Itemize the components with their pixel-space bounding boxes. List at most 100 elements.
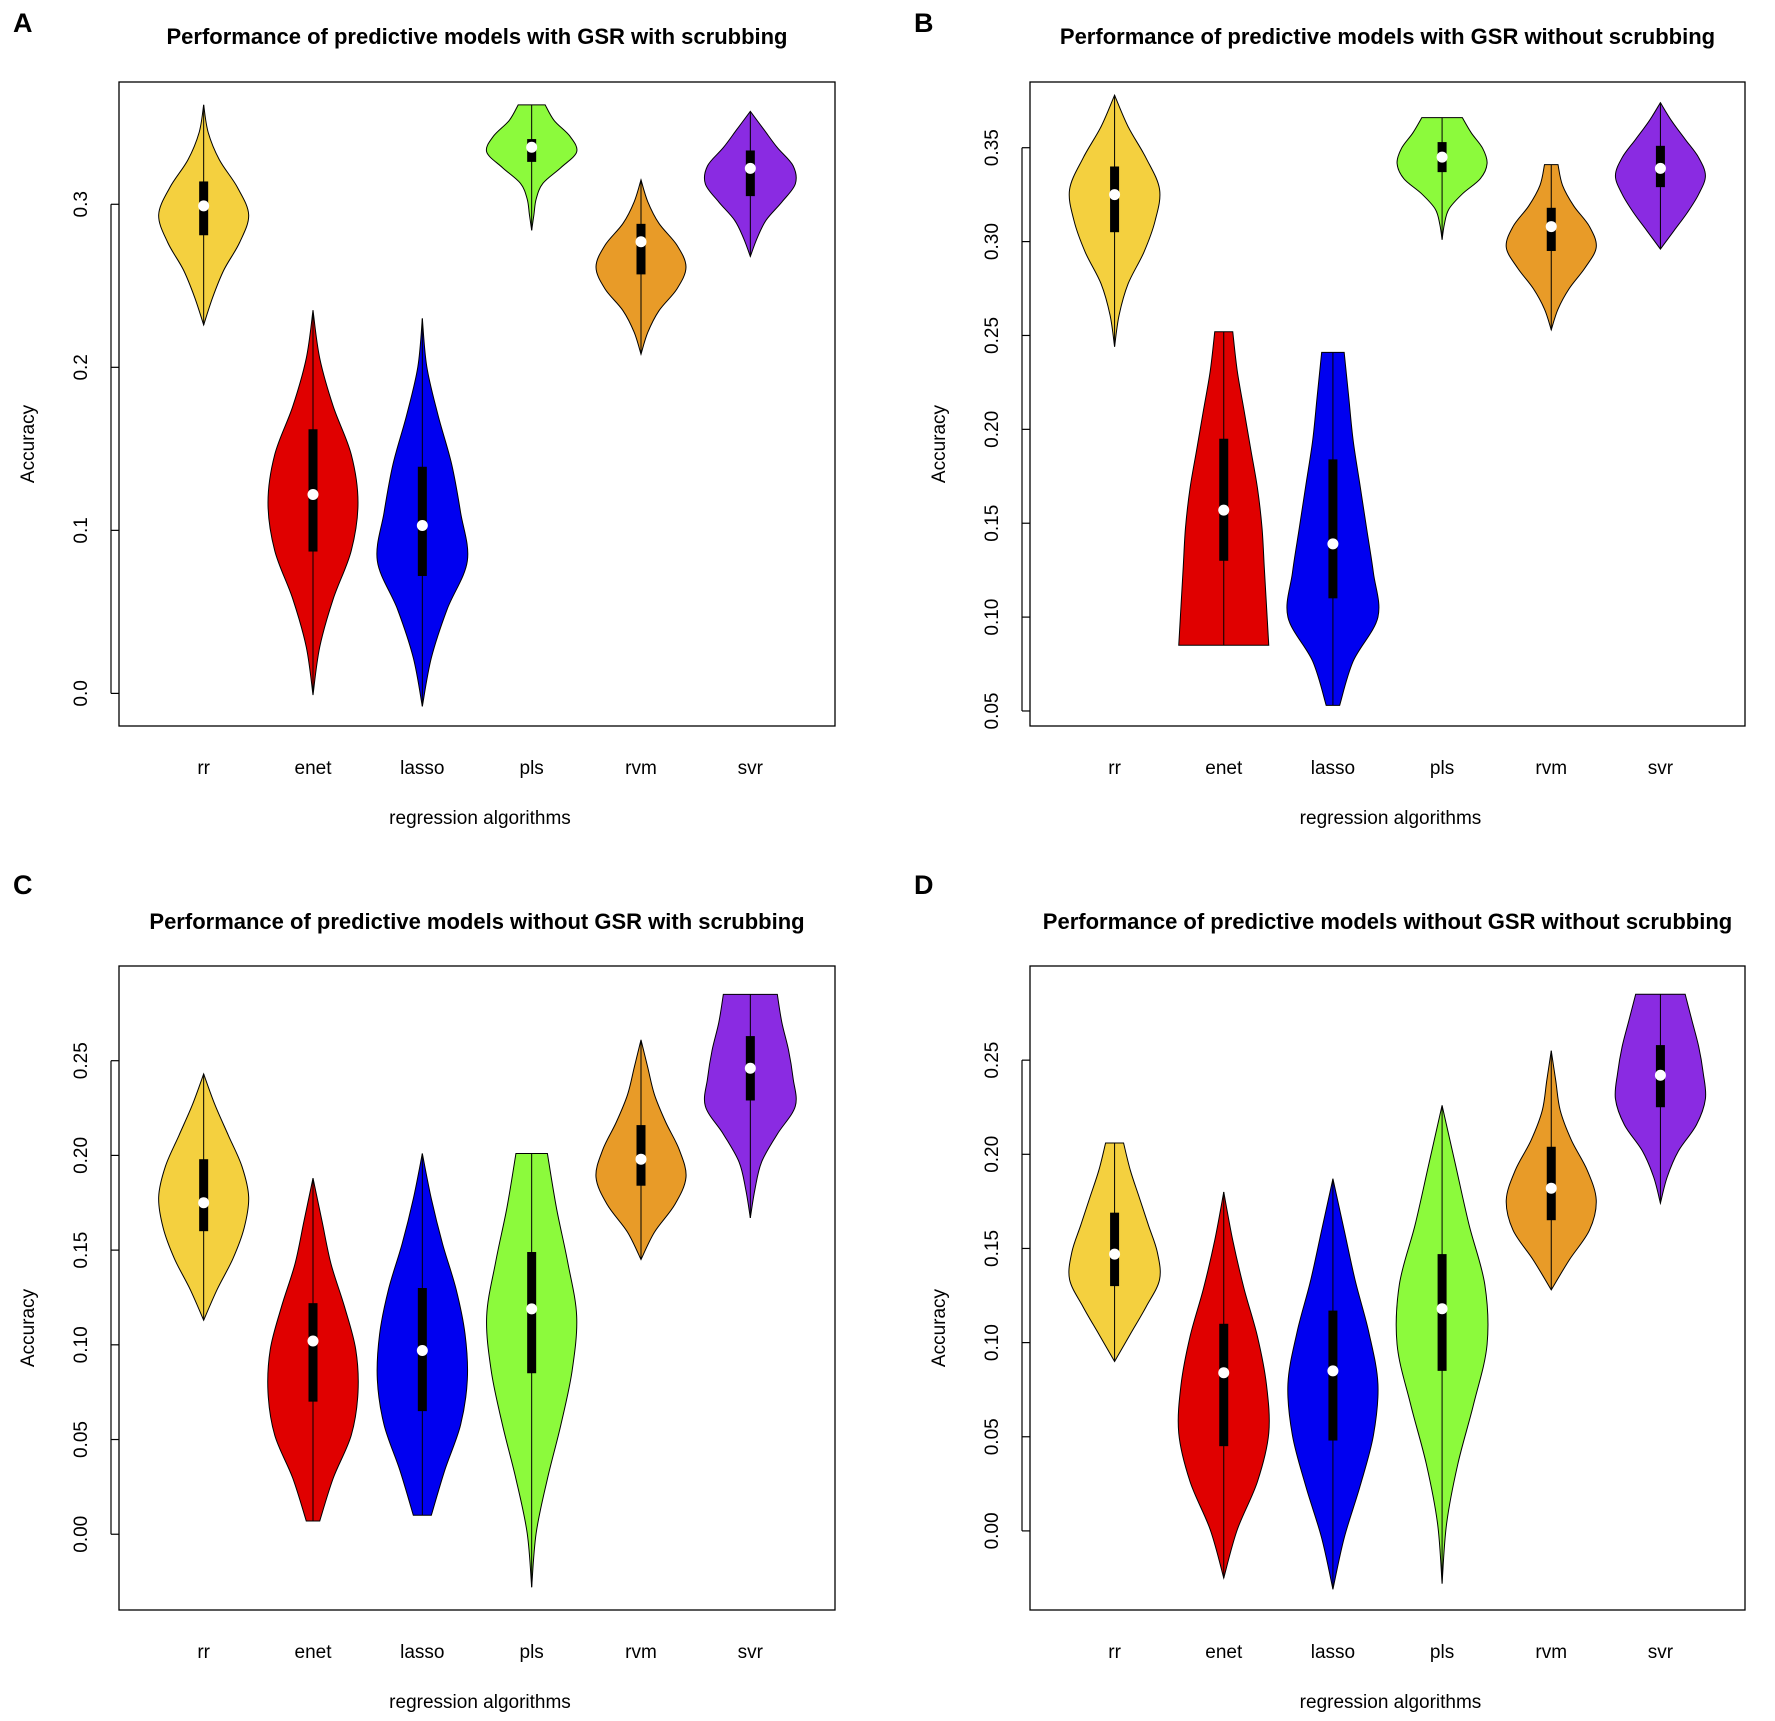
panel-a: A Performance of predictive models with G…: [13, 8, 836, 829]
y-tick-label: 0.05: [71, 1421, 92, 1458]
y-tick-label: 0.20: [982, 1136, 1003, 1173]
x-category-label: lasso: [1311, 758, 1355, 779]
plot-frame: [118, 965, 836, 1611]
y-tick-label: 0.00: [71, 1516, 92, 1553]
violin-median-point: [744, 1062, 756, 1074]
violin-rr: [158, 104, 250, 327]
violin-enet: [267, 310, 359, 696]
violin-median-point: [1436, 1303, 1448, 1315]
panel-letter: C: [13, 870, 33, 900]
y-tick-label: 0.10: [71, 1326, 92, 1363]
y-tick-label: 0.00: [982, 1512, 1003, 1549]
violin-median-point: [635, 236, 647, 248]
violin-median-point: [1654, 162, 1666, 174]
violin-pls: [1395, 1105, 1489, 1584]
x-category-label: pls: [520, 1642, 544, 1663]
violin-iqr-box: [199, 1159, 209, 1232]
violin-median-point: [1654, 1069, 1666, 1081]
panel-title: Performance of predictive models without…: [1043, 909, 1732, 934]
panel-letter: A: [13, 8, 33, 38]
violin-svr: [703, 110, 797, 258]
violin-iqr-box: [308, 1303, 318, 1402]
violin-lasso: [1286, 351, 1380, 706]
violin-median-point: [1545, 1182, 1557, 1194]
violin-median-point: [1327, 1365, 1339, 1377]
violin-svr: [1614, 101, 1706, 250]
y-tick-label: 0.25: [71, 1042, 92, 1079]
violin-rr: [1068, 93, 1161, 347]
violin-median-point: [1436, 151, 1448, 163]
x-category-label: rvm: [1535, 758, 1567, 779]
y-tick-label: 0.15: [982, 1230, 1003, 1267]
x-axis-label: regression algorithms: [389, 1692, 571, 1713]
x-category-label: rvm: [625, 1642, 657, 1663]
plot-frame: [1029, 965, 1746, 1611]
violin-enet: [1177, 1191, 1270, 1580]
x-category-label: svr: [1648, 1642, 1674, 1663]
violin-enet: [1178, 331, 1270, 646]
violin-iqr-box: [1328, 459, 1338, 599]
violin-median-point: [416, 1345, 428, 1357]
violin-rvm: [1505, 1050, 1597, 1291]
y-tick-label: 0.05: [982, 1418, 1003, 1455]
x-category-label: lasso: [400, 758, 444, 779]
y-axis-label: Accuracy: [18, 404, 39, 483]
y-tick-label: 0.35: [982, 129, 1003, 166]
y-tick-label: 0.2: [71, 354, 92, 380]
x-category-label: rr: [1108, 758, 1121, 779]
panel-title: Performance of predictive models with GS…: [1060, 24, 1715, 49]
y-tick-label: 0.20: [982, 411, 1003, 448]
x-category-label: pls: [520, 758, 544, 779]
violin-iqr-box: [1219, 438, 1229, 561]
y-tick-label: 0.3: [71, 191, 92, 217]
y-tick-label: 0.15: [982, 505, 1003, 542]
violin-svr: [1614, 993, 1707, 1206]
violin-enet: [267, 1178, 359, 1522]
y-tick-label: 0.25: [982, 1042, 1003, 1079]
violin-lasso: [376, 318, 469, 707]
x-category-label: enet: [295, 1642, 333, 1663]
violin-median-point: [307, 1335, 319, 1347]
violin-median-point: [744, 162, 756, 174]
plot-frame: [1029, 81, 1746, 727]
x-category-label: rvm: [625, 758, 657, 779]
y-tick-label: 0.20: [71, 1137, 92, 1174]
violin-median-point: [1218, 504, 1230, 516]
y-tick-label: 0.25: [982, 317, 1003, 354]
panel-c: C Performance of predictive models withou…: [13, 870, 836, 1713]
x-category-label: pls: [1430, 1642, 1454, 1663]
x-category-label: svr: [738, 758, 764, 779]
violin-iqr-box: [1219, 1323, 1229, 1447]
violin-pls: [486, 1153, 578, 1588]
violin-median-point: [198, 1197, 210, 1209]
violin-rvm: [595, 1039, 687, 1261]
x-axis-label: regression algorithms: [389, 808, 571, 829]
violin-rvm: [595, 178, 687, 356]
violin-median-point: [198, 200, 210, 212]
y-tick-label: 0.15: [71, 1232, 92, 1269]
violin-median-point: [1109, 189, 1121, 201]
y-tick-label: 0.30: [982, 223, 1003, 260]
x-category-label: rr: [197, 1642, 210, 1663]
y-tick-label: 0.10: [982, 1324, 1003, 1361]
x-category-label: rr: [1108, 1642, 1121, 1663]
x-category-label: enet: [1205, 758, 1243, 779]
x-category-label: enet: [1205, 1642, 1243, 1663]
panel-b: B Performance of predictive models with G…: [914, 8, 1746, 829]
violin-median-point: [526, 141, 538, 153]
y-tick-label: 0.1: [71, 517, 92, 543]
violin-lasso: [1287, 1178, 1379, 1590]
x-category-label: rvm: [1535, 1642, 1567, 1663]
violin-svr: [703, 993, 797, 1218]
x-category-label: svr: [738, 1642, 764, 1663]
x-category-label: rr: [197, 758, 210, 779]
x-category-label: lasso: [400, 1642, 444, 1663]
x-category-label: svr: [1648, 758, 1674, 779]
panel-letter: B: [914, 8, 934, 38]
violin-iqr-box: [636, 223, 646, 275]
panel-d: D Performance of predictive models withou…: [914, 870, 1746, 1713]
y-tick-label: 0.10: [982, 599, 1003, 636]
violin-rr: [158, 1072, 250, 1322]
panel-title: Performance of predictive models without…: [149, 909, 804, 934]
